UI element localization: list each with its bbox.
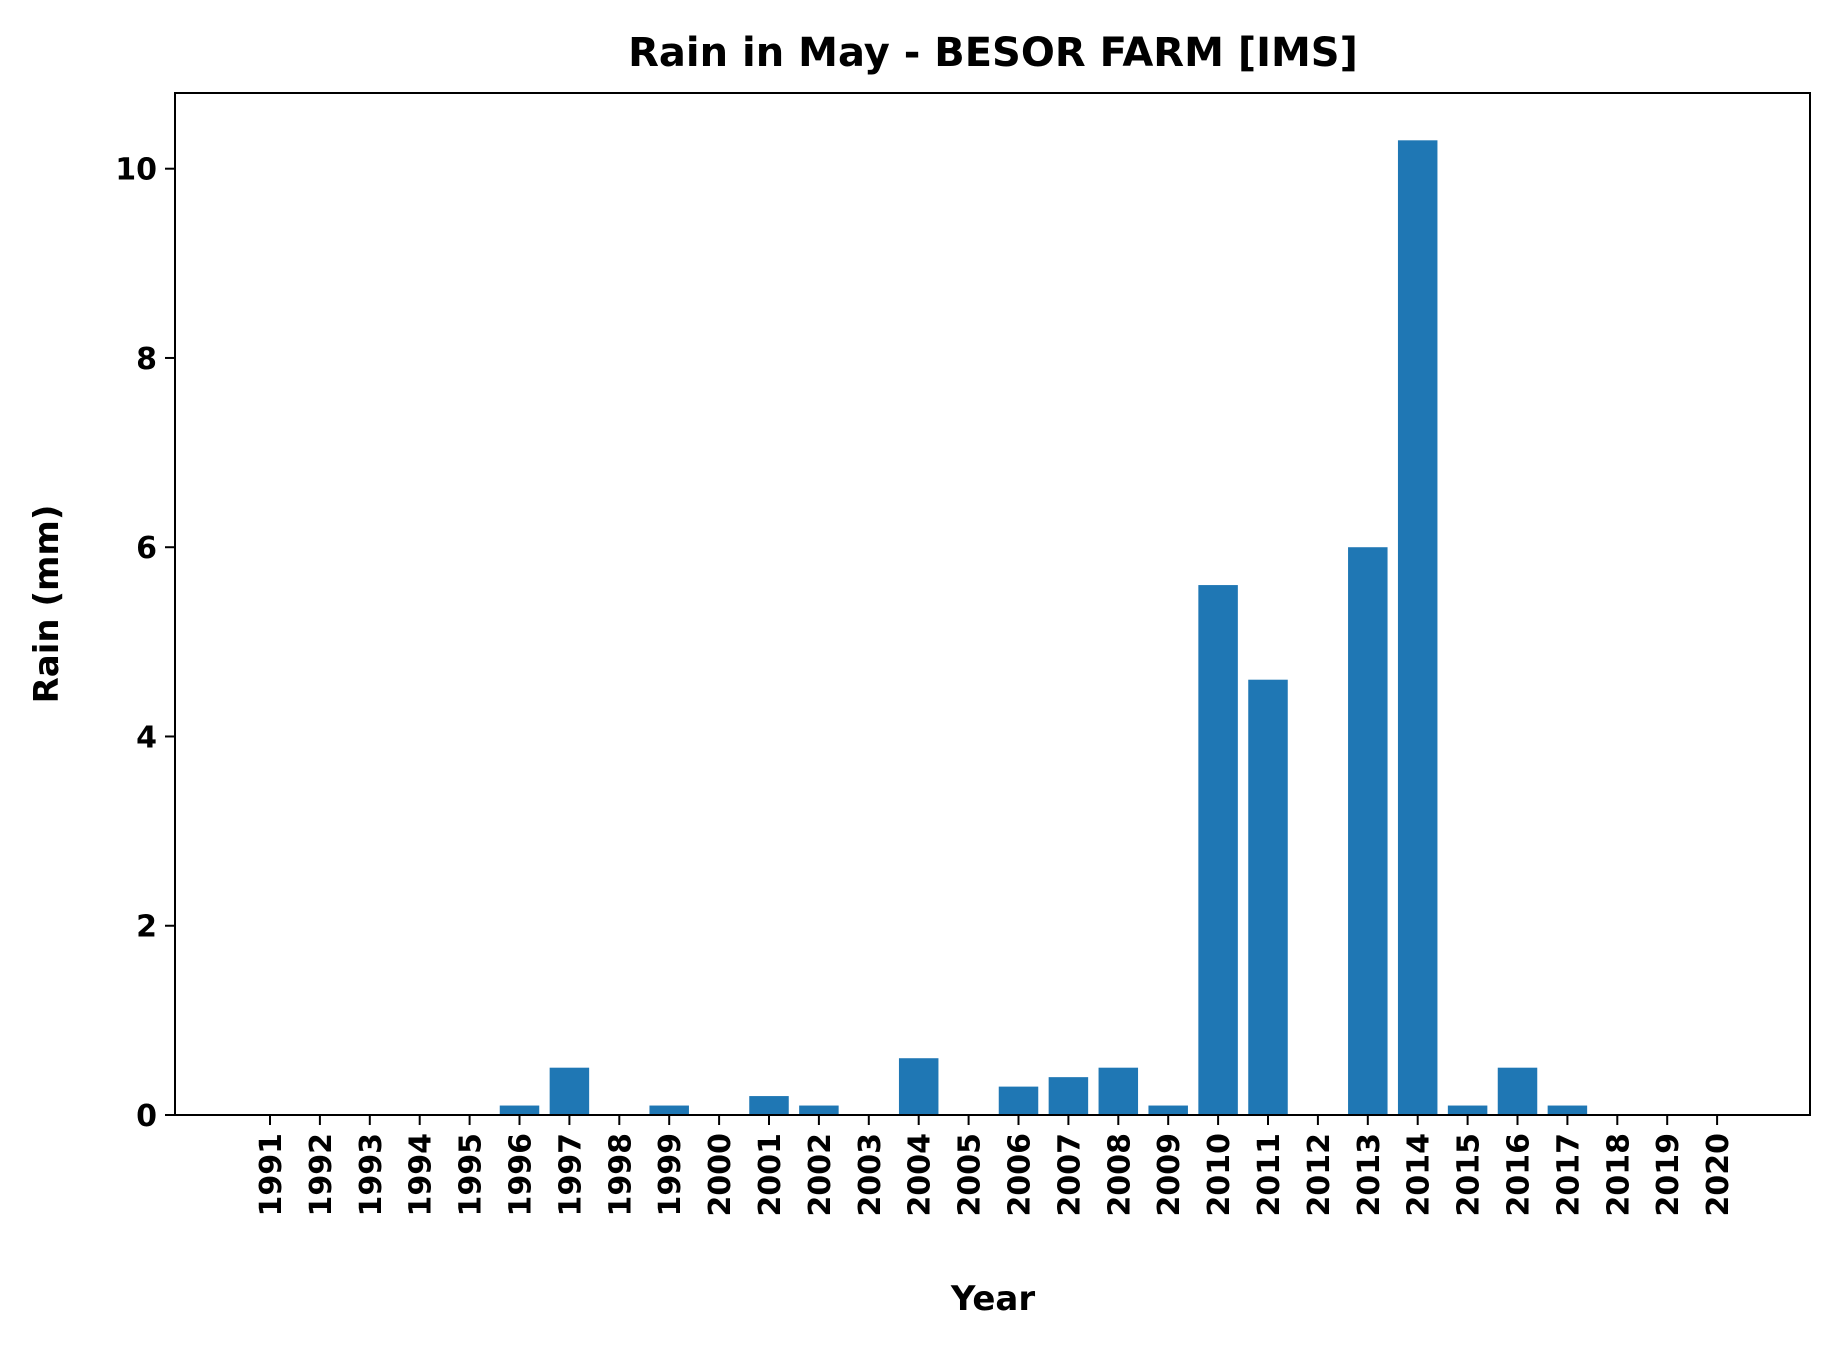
bar-2004 <box>898 1058 939 1115</box>
x-tick-label-2013: 2013 <box>1352 1133 1387 1217</box>
y-tick-label-4: 4 <box>136 720 157 755</box>
x-tick-label-2019: 2019 <box>1651 1133 1686 1217</box>
bar-2016 <box>1497 1067 1538 1115</box>
y-tick-label-8: 8 <box>136 342 157 377</box>
x-tick-label-2007: 2007 <box>1052 1133 1087 1217</box>
y-tick-label-6: 6 <box>136 531 157 566</box>
bar-2013 <box>1348 547 1388 1115</box>
plot-area <box>499 140 1588 1115</box>
x-tick-label-1994: 1994 <box>404 1133 439 1217</box>
y-tick-label-2: 2 <box>136 910 157 945</box>
x-tick-label-2008: 2008 <box>1102 1133 1137 1217</box>
x-tick-label-2016: 2016 <box>1502 1133 1537 1217</box>
bar-1996 <box>499 1105 540 1115</box>
x-tick-label-2014: 2014 <box>1402 1133 1437 1217</box>
bar-1999 <box>649 1105 689 1115</box>
x-axis: 1991 1992 1993 1994 1995 1996 1997 1998 1999 2000… <box>254 1115 1736 1217</box>
y-tick-label-0: 0 <box>136 1099 157 1134</box>
x-tick-label-1991: 1991 <box>254 1133 289 1217</box>
x-tick-label-2017: 2017 <box>1551 1133 1586 1217</box>
x-tick-label-1997: 1997 <box>553 1133 588 1217</box>
x-tick-label-2003: 2003 <box>853 1133 888 1217</box>
x-tick-label-2010: 2010 <box>1202 1133 1237 1217</box>
bar-2001 <box>749 1096 789 1115</box>
x-tick-label-2009: 2009 <box>1152 1133 1187 1217</box>
x-tick-label-2012: 2012 <box>1302 1133 1337 1217</box>
bar-1997 <box>549 1067 590 1115</box>
bar-2017 <box>1547 1105 1588 1115</box>
x-tick-label-1992: 1992 <box>304 1133 339 1217</box>
y-tick-label-10: 10 <box>115 153 157 188</box>
x-tick-label-2001: 2001 <box>753 1133 788 1217</box>
x-tick-label-2000: 2000 <box>703 1133 738 1217</box>
x-tick-label-1995: 1995 <box>454 1133 489 1217</box>
x-tick-label-1993: 1993 <box>354 1133 389 1217</box>
x-tick-label-2015: 2015 <box>1452 1133 1487 1217</box>
bar-2008 <box>1098 1067 1139 1115</box>
x-tick-label-2018: 2018 <box>1601 1133 1636 1217</box>
axes-frame <box>174 92 1811 1116</box>
bar-2007 <box>1048 1077 1089 1115</box>
x-tick-label-2006: 2006 <box>1003 1133 1038 1217</box>
chart-title: Rain in May - BESOR FARM [IMS] <box>628 30 1358 76</box>
x-tick-label-2005: 2005 <box>953 1133 988 1217</box>
bar-2015 <box>1447 1105 1488 1115</box>
bar-2011 <box>1248 679 1288 1115</box>
x-tick-label-2020: 2020 <box>1701 1133 1736 1217</box>
bar-2010 <box>1198 585 1238 1115</box>
x-tick-label-1998: 1998 <box>603 1133 638 1217</box>
x-tick-label-1999: 1999 <box>653 1133 688 1217</box>
bar-2014 <box>1397 140 1438 1115</box>
y-axis-label: Rain (mm) <box>27 505 67 704</box>
bar-2009 <box>1148 1105 1188 1115</box>
x-axis-label: Year <box>950 1279 1036 1319</box>
x-tick-label-1996: 1996 <box>504 1133 539 1217</box>
y-axis: 0 2 4 6 8 10 <box>115 153 175 1134</box>
x-tick-label-2011: 2011 <box>1252 1133 1287 1217</box>
x-tick-label-2002: 2002 <box>803 1133 838 1217</box>
x-tick-label-2004: 2004 <box>903 1133 938 1217</box>
bar-2006 <box>998 1086 1039 1115</box>
bar-2002 <box>799 1105 839 1115</box>
